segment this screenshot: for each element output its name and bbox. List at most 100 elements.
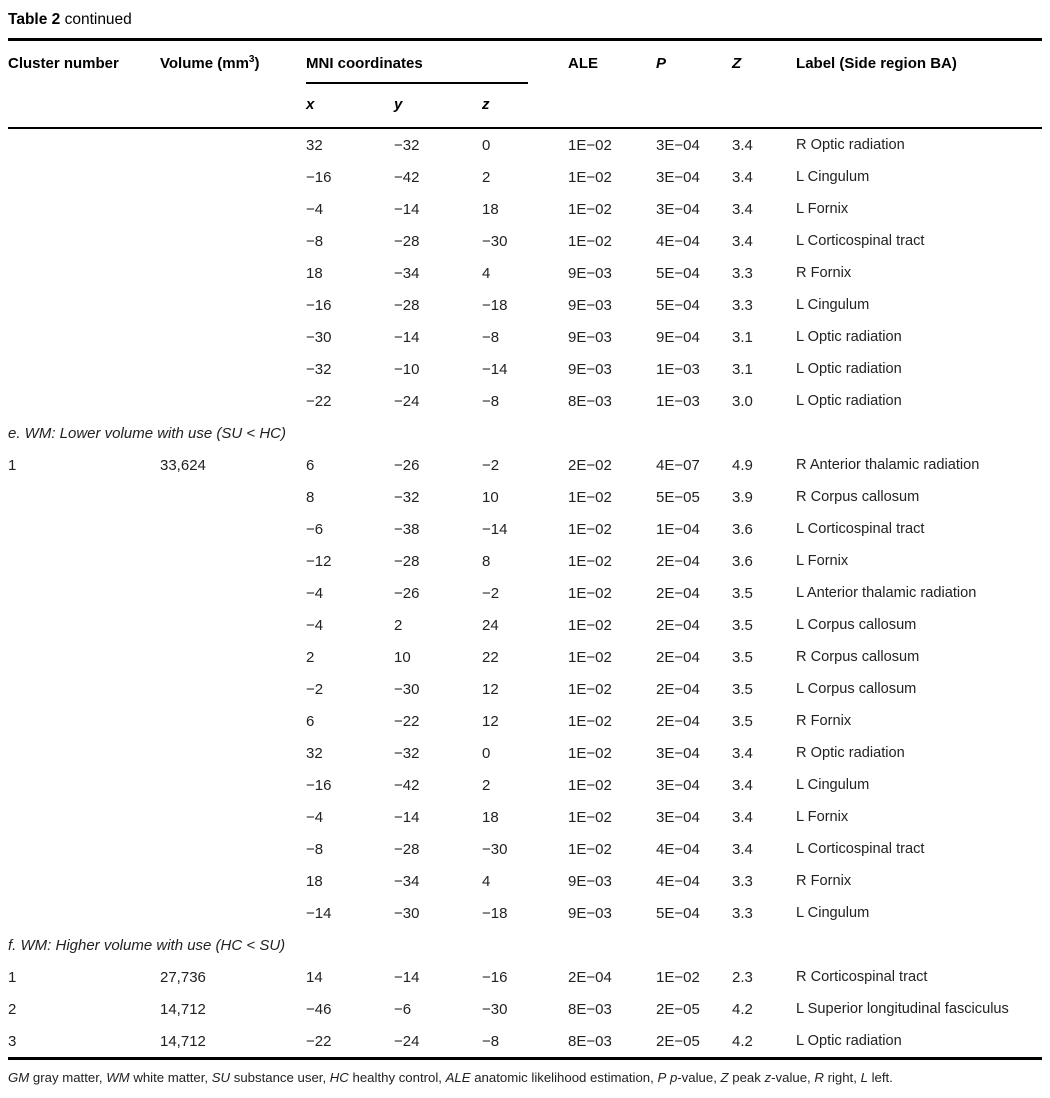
cell-p: 3E−04 xyxy=(656,168,700,186)
cell-p: 4E−04 xyxy=(656,840,700,858)
cell-label: L Fornix xyxy=(796,553,849,569)
cell-zval: 3.9 xyxy=(732,488,753,506)
cell-p: 1E−04 xyxy=(656,520,700,538)
cell-y: −24 xyxy=(394,392,420,410)
cell-cluster xyxy=(8,897,160,929)
cell-label: R Corpus callosum xyxy=(796,649,920,665)
cell-p: 5E−04 xyxy=(656,264,700,282)
cell-label: L Cingulum xyxy=(796,169,870,185)
cell-y: −28 xyxy=(394,232,420,250)
cell-z: −30 xyxy=(482,840,508,858)
table-row: −4 2 24 1E−02 2E−04 3.5 L Corpus callosum xyxy=(8,609,1042,641)
col-header-label: Label (Side region BA) xyxy=(796,41,1043,129)
col-header-z-coord: z xyxy=(482,89,569,129)
cell-p: 2E−05 xyxy=(656,1025,733,1060)
section-header-text: e. WM: Lower volume with use (SU < HC) xyxy=(8,424,286,442)
cell-z: 2 xyxy=(482,168,491,186)
table-title-number: Table 2 xyxy=(8,11,61,28)
footnote-abbrev: P xyxy=(657,1070,667,1085)
cell-x: 32 xyxy=(306,744,323,762)
table-footnote: GM gray matter, WM white matter, SU subs… xyxy=(8,1070,1042,1085)
cell-zval: 3.4 xyxy=(732,136,753,154)
cell-z: −14 xyxy=(482,360,508,378)
cell-zval: 3.0 xyxy=(732,392,753,410)
section-header-row: e. WM: Lower volume with use (SU < HC) xyxy=(8,417,1042,449)
volume-superscript: 3 xyxy=(248,54,255,65)
cell-p: 9E−04 xyxy=(656,328,700,346)
cell-ale: 1E−02 xyxy=(568,808,612,826)
cell-volume xyxy=(160,385,306,417)
cell-ale: 1E−02 xyxy=(568,776,612,794)
cell-y: −38 xyxy=(394,520,420,538)
cell-label: R Fornix xyxy=(796,713,852,729)
col-header-volume: Volume (mm3) xyxy=(160,41,306,129)
table-row: −16 −42 2 1E−02 3E−04 3.4 L Cingulum xyxy=(8,161,1042,193)
cell-z: −8 xyxy=(482,392,500,410)
footnote-abbrev: WM xyxy=(106,1070,130,1085)
top-rule xyxy=(8,38,1042,41)
cell-cluster xyxy=(8,385,160,417)
cell-x: 2 xyxy=(306,648,315,666)
cell-y: −30 xyxy=(394,680,420,698)
cell-cluster xyxy=(8,257,160,289)
cell-p: 1E−02 xyxy=(656,968,700,986)
cell-cluster xyxy=(8,545,160,577)
cell-x: −32 xyxy=(306,360,332,378)
cell-z: 24 xyxy=(482,616,499,634)
cell-x: 6 xyxy=(306,712,315,730)
cell-p: 2E−04 xyxy=(656,712,700,730)
cell-p: 4E−04 xyxy=(656,872,700,890)
cell-z: 4 xyxy=(482,872,491,890)
cell-cluster xyxy=(8,865,160,897)
table-row: −4 −26 −2 1E−02 2E−04 3.5 L Anterior thalamic … xyxy=(8,577,1042,609)
cell-label: L Corpus callosum xyxy=(796,617,917,633)
table-row: −14 −30 −18 9E−03 5E−04 3.3 L Cingulum xyxy=(8,897,1042,929)
cell-ale: 1E−02 xyxy=(568,616,612,634)
volume-label-text: Volume (mm xyxy=(160,55,249,72)
cell-volume xyxy=(160,833,306,865)
table-body: 32 −32 0 1E−02 3E−04 3.4 R Optic radiation −16−… xyxy=(8,128,1043,1060)
table-row: 18 −34 4 9E−03 4E−04 3.3 R Fornix xyxy=(8,865,1042,897)
col-header-ale: ALE xyxy=(568,41,657,129)
cell-cluster xyxy=(8,577,160,609)
cell-label: L Fornix xyxy=(796,809,849,825)
cell-x: −8 xyxy=(306,840,324,858)
cell-z: −2 xyxy=(482,456,500,474)
cell-x: −8 xyxy=(306,232,324,250)
col-header-x: x xyxy=(306,89,394,129)
footnote-abbrev: ALE xyxy=(445,1070,471,1085)
cell-x: −22 xyxy=(306,392,332,410)
cell-y: −30 xyxy=(394,904,420,922)
cell-ale: 1E−02 xyxy=(568,552,612,570)
cell-z: 22 xyxy=(482,648,499,666)
cell-cluster xyxy=(8,673,160,705)
cell-zval: 4.9 xyxy=(732,456,753,474)
table-row: 2 14,712 −46 −6 −30 8E−03 2E−05 4.2 L Superior l… xyxy=(8,993,1042,1025)
cell-p: 3E−04 xyxy=(656,744,700,762)
cell-z: 10 xyxy=(482,488,499,506)
cell-y: −28 xyxy=(394,552,420,570)
table-row: 3 14,712 −22 −24 −8 8E−03 2E−05 4.2 L Optic radi… xyxy=(8,1025,1043,1060)
cell-label: R Fornix xyxy=(796,265,852,281)
table-header: Cluster number Volume (mm3) MNI coordina… xyxy=(8,41,1043,129)
cell-label: L Optic radiation xyxy=(796,329,902,345)
cell-ale: 2E−04 xyxy=(568,968,612,986)
cell-p: 3E−04 xyxy=(656,808,700,826)
cell-volume xyxy=(160,321,306,353)
cell-cluster xyxy=(8,705,160,737)
cell-z: 18 xyxy=(482,808,499,826)
cell-p: 5E−04 xyxy=(656,296,700,314)
cell-z: −2 xyxy=(482,584,500,602)
cell-ale: 9E−03 xyxy=(568,360,612,378)
table-row: −32 −10 −14 9E−03 1E−03 3.1 L Optic radiation xyxy=(8,353,1042,385)
cell-y: −42 xyxy=(394,776,420,794)
cell-ale: 9E−03 xyxy=(568,904,612,922)
cell-z: 0 xyxy=(482,136,491,154)
cell-y: −34 xyxy=(394,264,420,282)
cell-volume xyxy=(160,769,306,801)
cell-label: L Corpus callosum xyxy=(796,681,917,697)
cell-ale: 9E−03 xyxy=(568,264,612,282)
cell-cluster xyxy=(8,769,160,801)
cell-ale: 9E−03 xyxy=(568,296,612,314)
cell-volume: 27,736 xyxy=(160,968,206,986)
